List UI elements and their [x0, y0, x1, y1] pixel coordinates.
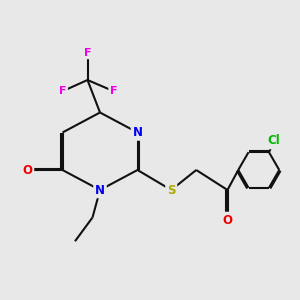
Text: F: F	[110, 86, 118, 96]
Text: S: S	[167, 184, 176, 196]
Text: F: F	[59, 86, 66, 96]
Text: O: O	[223, 214, 232, 226]
Text: O: O	[22, 164, 32, 176]
Text: N: N	[95, 184, 105, 196]
Text: N: N	[133, 126, 142, 139]
Text: Cl: Cl	[268, 134, 281, 148]
Text: F: F	[84, 47, 91, 58]
